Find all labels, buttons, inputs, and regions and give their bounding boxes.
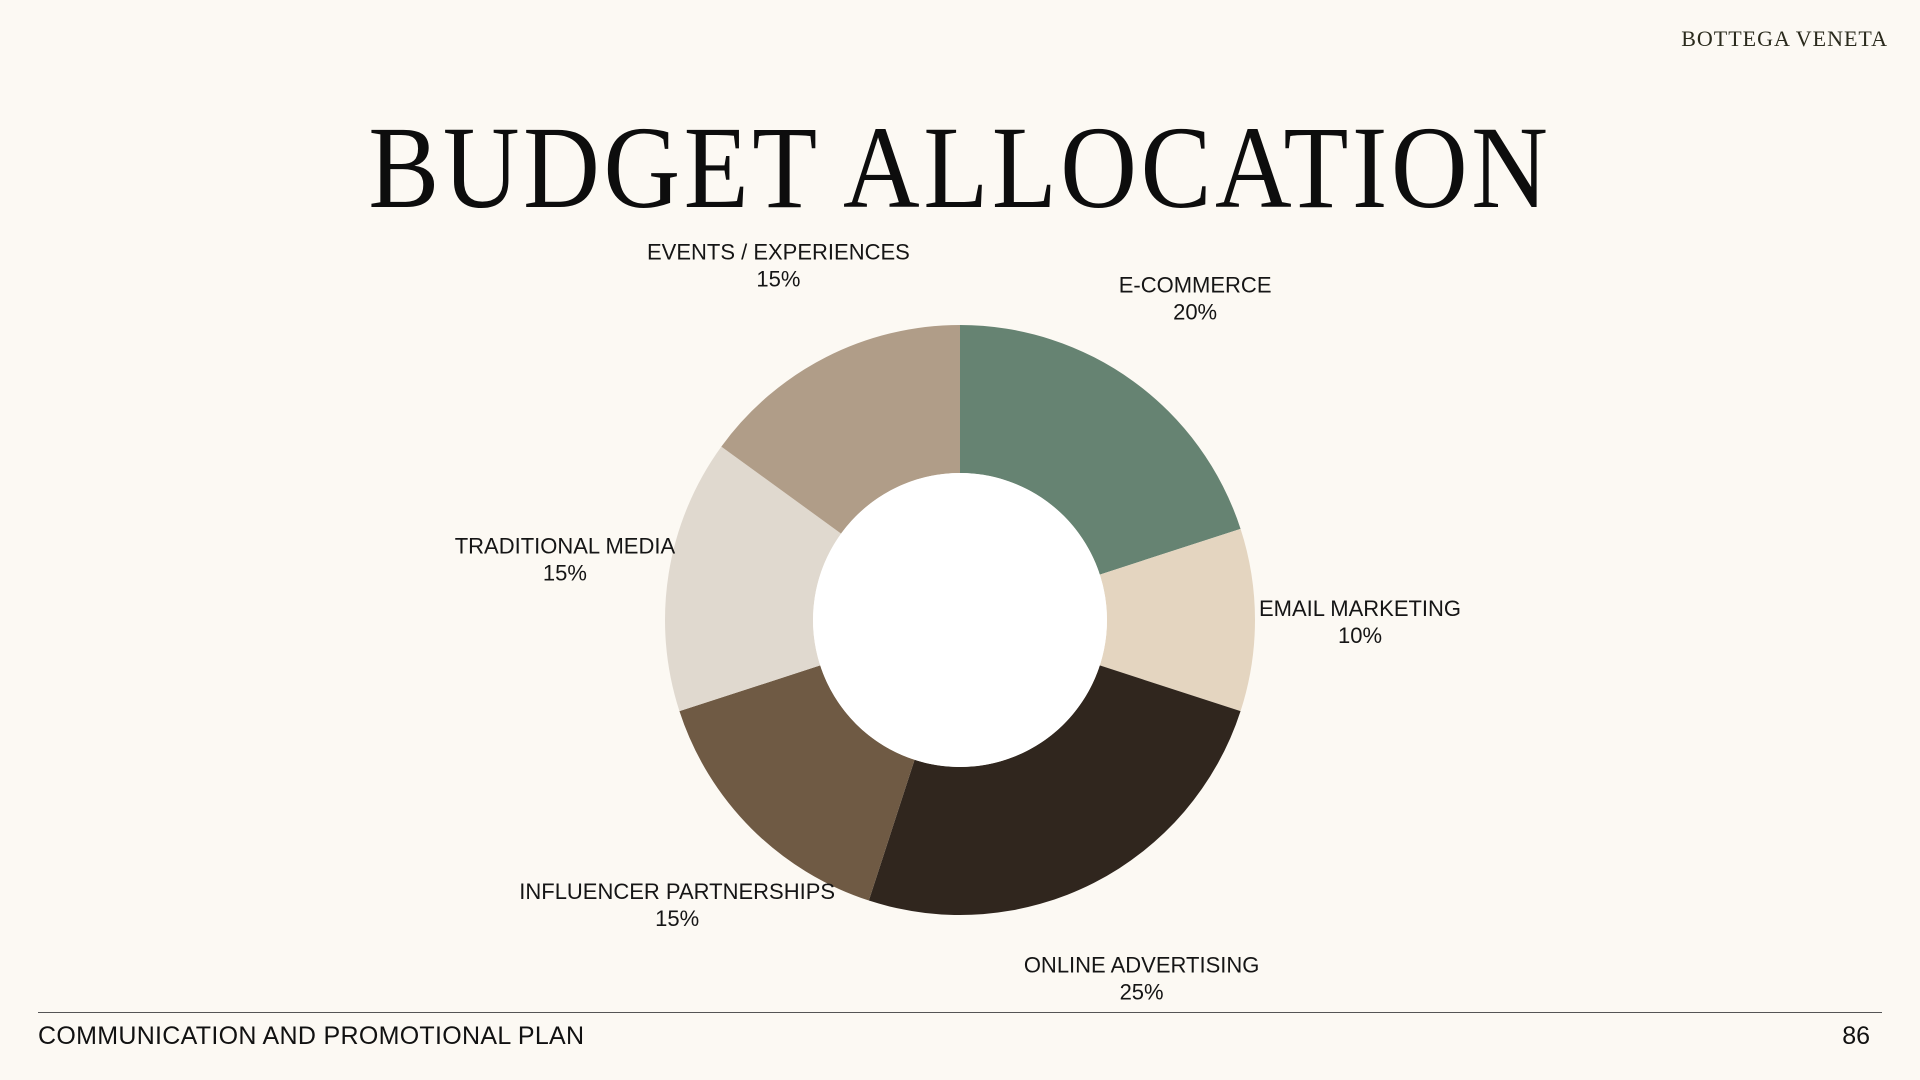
slice-name: EMAIL MARKETING (1259, 596, 1461, 621)
slice-value: 15% (756, 267, 800, 292)
slice-influencer-partnerships (679, 665, 915, 901)
slice-name: E-COMMERCE (1119, 272, 1272, 297)
label-influencer-partnerships: INFLUENCER PARTNERSHIPS 15% (519, 879, 835, 931)
footer-section-title: COMMUNICATION AND PROMOTIONAL PLAN (38, 1022, 585, 1050)
footer-divider (38, 1012, 1882, 1013)
slice-name: INFLUENCER PARTNERSHIPS (519, 879, 835, 904)
slice-traditional-media (665, 446, 842, 712)
label-traditional-media: TRADITIONAL MEDIA 15% (455, 533, 676, 585)
slice-value: 25% (1120, 979, 1164, 1004)
label-e-commerce: E-COMMERCE 20% (1119, 272, 1272, 324)
label-events-experiences: EVENTS / EXPERIENCES 15% (647, 240, 910, 292)
slice-value: 20% (1173, 299, 1217, 324)
brand-logo: BOTTEGA VENETA (1681, 26, 1888, 51)
slice-name: ONLINE ADVERTISING (1024, 952, 1260, 977)
slice-value: 15% (655, 906, 699, 931)
slice-events-experiences (721, 325, 960, 534)
slice-email-marketing (1099, 528, 1255, 712)
slice-value: 10% (1338, 623, 1382, 648)
slice-name: EVENTS / EXPERIENCES (647, 240, 910, 265)
slice-name: TRADITIONAL MEDIA (455, 533, 676, 558)
label-email-marketing: EMAIL MARKETING 10% (1259, 596, 1461, 648)
slice-value: 15% (543, 560, 587, 585)
page-number: 86 (1842, 1022, 1870, 1050)
slice-e-commerce (960, 325, 1241, 575)
label-online-advertising: ONLINE ADVERTISING 25% (1024, 952, 1260, 1004)
slice-online-advertising (868, 665, 1241, 915)
page-title: BUDGET ALLOCATION (368, 102, 1552, 233)
donut-hole (813, 473, 1107, 767)
